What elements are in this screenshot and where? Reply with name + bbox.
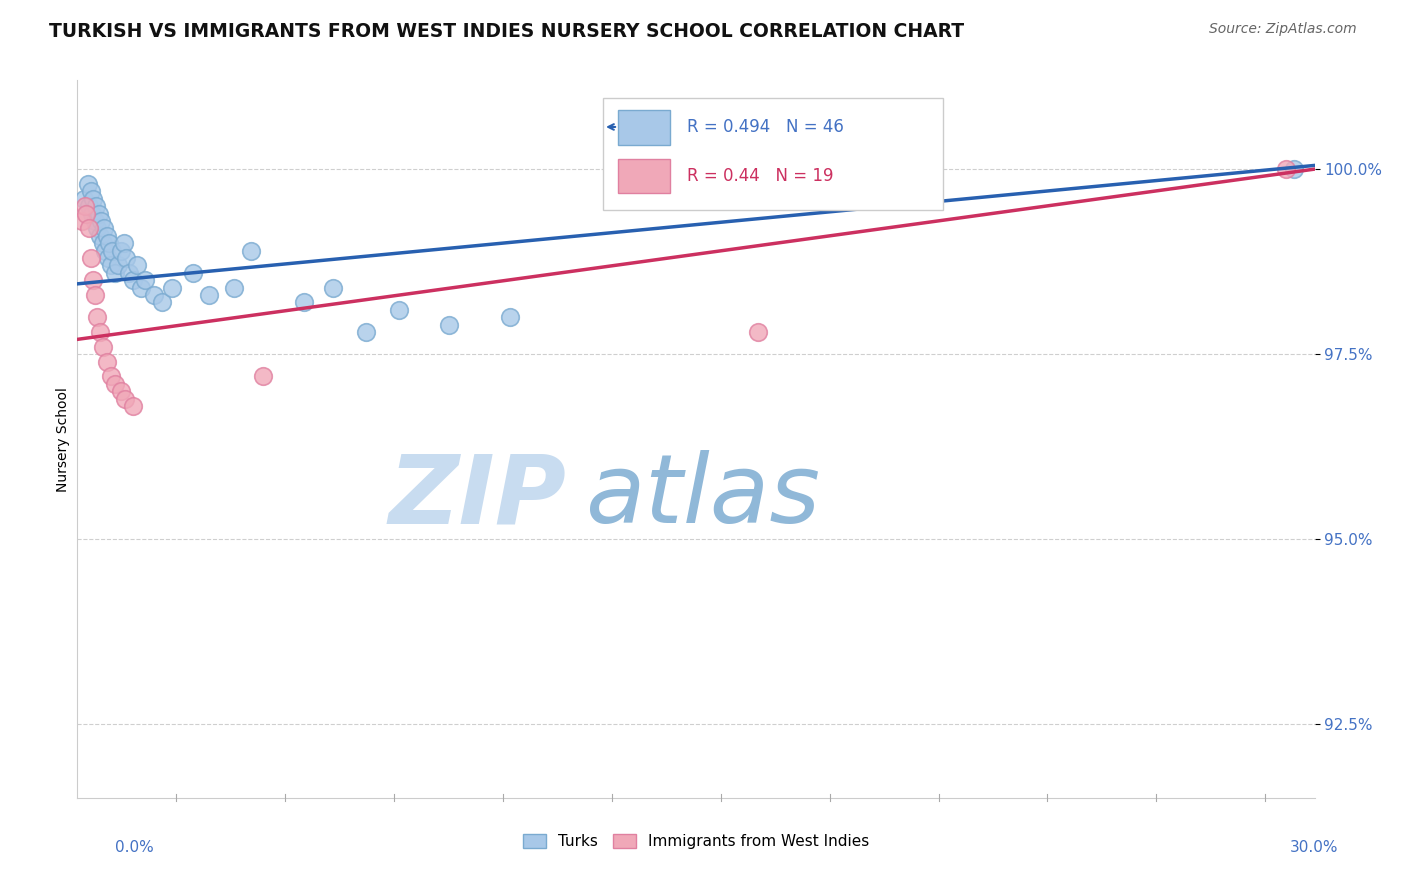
- Point: [82, 192, 104, 206]
- Point: [91, 236, 114, 251]
- Point: [129, 280, 152, 294]
- Point: [76, 177, 98, 191]
- Point: [114, 392, 136, 406]
- Point: [72, 214, 94, 228]
- Point: [1282, 162, 1305, 177]
- Point: [1274, 162, 1296, 177]
- Point: [100, 258, 122, 272]
- Point: [181, 266, 204, 280]
- Point: [252, 369, 274, 384]
- Point: [77, 221, 100, 235]
- Point: [73, 199, 96, 213]
- Point: [747, 325, 769, 339]
- Point: [86, 310, 108, 325]
- Point: [110, 244, 132, 258]
- Point: [79, 184, 101, 198]
- Point: [118, 266, 141, 280]
- Point: [93, 221, 115, 235]
- Point: [112, 236, 135, 251]
- Point: [83, 214, 105, 228]
- Point: [77, 199, 100, 213]
- Point: [222, 280, 245, 294]
- Text: R = 0.494   N = 46: R = 0.494 N = 46: [688, 118, 844, 136]
- Text: Source: ZipAtlas.com: Source: ZipAtlas.com: [1209, 22, 1357, 37]
- Text: atlas: atlas: [585, 450, 820, 543]
- Point: [160, 280, 183, 294]
- Point: [150, 295, 173, 310]
- Point: [100, 369, 122, 384]
- Point: [830, 169, 852, 184]
- Point: [127, 258, 149, 272]
- Point: [437, 318, 460, 332]
- Point: [104, 266, 127, 280]
- FancyBboxPatch shape: [603, 98, 943, 210]
- Legend: Turks, Immigrants from West Indies: Turks, Immigrants from West Indies: [516, 828, 876, 855]
- Point: [94, 244, 117, 258]
- Point: [198, 288, 221, 302]
- Point: [101, 244, 124, 258]
- Point: [322, 280, 344, 294]
- Point: [122, 273, 145, 287]
- Point: [96, 354, 118, 368]
- Point: [142, 288, 165, 302]
- Point: [292, 295, 315, 310]
- Point: [75, 206, 97, 220]
- Point: [89, 325, 111, 339]
- Point: [98, 236, 121, 251]
- Point: [725, 184, 748, 198]
- Point: [388, 302, 411, 317]
- Point: [82, 273, 104, 287]
- Point: [97, 251, 120, 265]
- Point: [96, 228, 118, 243]
- Point: [134, 273, 156, 287]
- Point: [107, 258, 129, 272]
- Point: [89, 228, 111, 243]
- Point: [104, 376, 127, 391]
- Text: TURKISH VS IMMIGRANTS FROM WEST INDIES NURSERY SCHOOL CORRELATION CHART: TURKISH VS IMMIGRANTS FROM WEST INDIES N…: [49, 22, 965, 41]
- FancyBboxPatch shape: [619, 111, 671, 145]
- Point: [87, 206, 110, 220]
- Point: [239, 244, 262, 258]
- Point: [354, 325, 377, 339]
- Point: [72, 192, 94, 206]
- Point: [110, 384, 132, 399]
- Point: [90, 214, 112, 228]
- Text: 0.0%: 0.0%: [115, 840, 155, 855]
- Text: 30.0%: 30.0%: [1291, 840, 1339, 855]
- Point: [80, 206, 103, 220]
- Point: [83, 288, 105, 302]
- Point: [86, 221, 108, 235]
- Point: [122, 399, 145, 413]
- FancyBboxPatch shape: [619, 159, 671, 193]
- Y-axis label: Nursery School: Nursery School: [56, 387, 70, 491]
- Text: R = 0.44   N = 19: R = 0.44 N = 19: [688, 167, 834, 185]
- Point: [91, 340, 114, 354]
- Point: [115, 251, 138, 265]
- Point: [84, 199, 107, 213]
- Point: [499, 310, 522, 325]
- Text: ZIP: ZIP: [388, 450, 567, 543]
- Point: [79, 251, 101, 265]
